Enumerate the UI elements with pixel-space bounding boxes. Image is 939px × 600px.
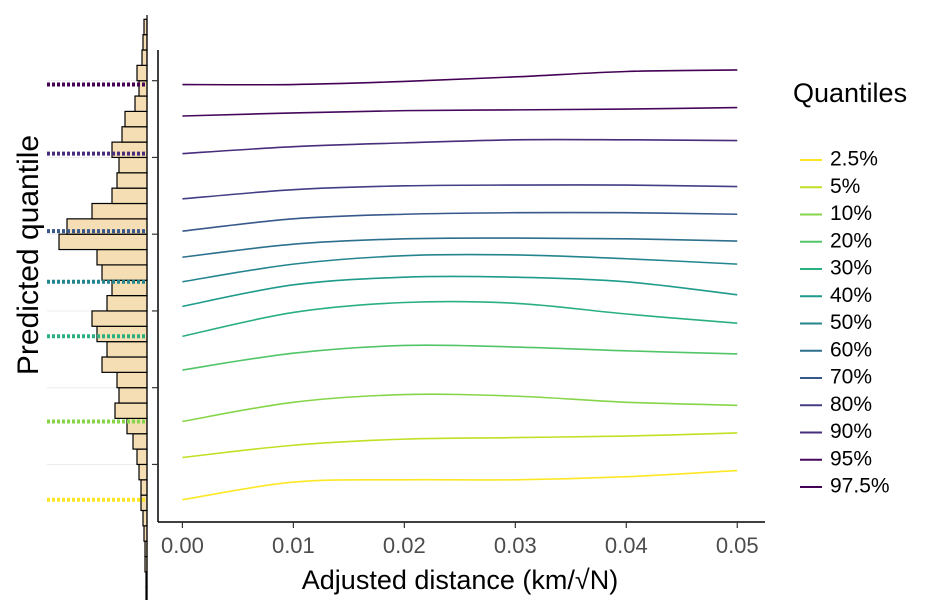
hist-bar: [140, 494, 148, 512]
y-axis-label: Predicted quantile: [12, 135, 45, 375]
hist-bar: [114, 402, 148, 419]
legend-label: 50%: [830, 311, 872, 334]
quantile-line: [182, 69, 738, 86]
hist-bar: [124, 110, 148, 128]
legend-label: 70%: [830, 366, 872, 389]
x-axis-label: Adjusted distance (km/√N): [302, 565, 618, 595]
hist-bar: [106, 294, 148, 312]
legend-label: 95%: [830, 447, 872, 470]
hist-bar: [121, 126, 148, 143]
hist-bar: [116, 172, 148, 189]
legend-label: 20%: [830, 229, 872, 252]
hist-bar: [136, 64, 148, 82]
x-tick-label: 0.01: [272, 533, 315, 558]
hist-bar: [91, 310, 148, 327]
hist-bar: [96, 325, 148, 343]
hist-bar: [96, 248, 148, 266]
legend-label: 97.5%: [830, 475, 890, 498]
hist-bar: [140, 479, 148, 496]
legend-label: 30%: [830, 257, 872, 280]
quantile-line: [182, 300, 738, 338]
x-tick-label: 0.00: [161, 533, 204, 558]
hist-bar: [134, 95, 148, 112]
hist-bar: [136, 448, 148, 466]
quantile-line: [182, 138, 738, 155]
x-tick-label: 0.03: [494, 533, 537, 558]
hist-bar: [58, 233, 148, 251]
x-tick-label: 0.04: [605, 533, 648, 558]
quantile-line: [182, 469, 738, 501]
hist-bar: [101, 356, 148, 373]
hist-bar: [132, 433, 148, 450]
hist-bar: [118, 387, 148, 404]
x-tick-label: 0.02: [383, 533, 426, 558]
hist-bar: [111, 187, 148, 205]
legend-label: 10%: [830, 202, 872, 225]
legend-label: 2.5%: [830, 148, 878, 171]
legend-label: 5%: [830, 175, 860, 198]
legend-label: 60%: [830, 338, 872, 361]
hist-bar: [91, 202, 148, 220]
legend-label: 90%: [830, 420, 872, 443]
hist-bar: [116, 371, 148, 389]
legend-title: Quantiles: [793, 78, 907, 108]
quantile-line: [182, 106, 738, 117]
legend-label: 80%: [830, 393, 872, 416]
hist-bar: [101, 264, 148, 281]
quantile-line: [182, 344, 738, 371]
quantile-line: [182, 432, 738, 459]
hist-bar: [138, 463, 148, 481]
quantile-line: [182, 211, 738, 232]
hist-bar: [118, 156, 148, 174]
legend-label: 40%: [830, 284, 872, 307]
quantile-line: [182, 393, 738, 423]
quantile-line: [182, 237, 738, 259]
hist-bar: [141, 49, 148, 66]
quantile-line: [182, 275, 738, 308]
quantile-line: [182, 253, 738, 283]
hist-bar: [106, 341, 148, 358]
quantile-line: [182, 184, 738, 200]
x-tick-label: 0.05: [716, 533, 759, 558]
